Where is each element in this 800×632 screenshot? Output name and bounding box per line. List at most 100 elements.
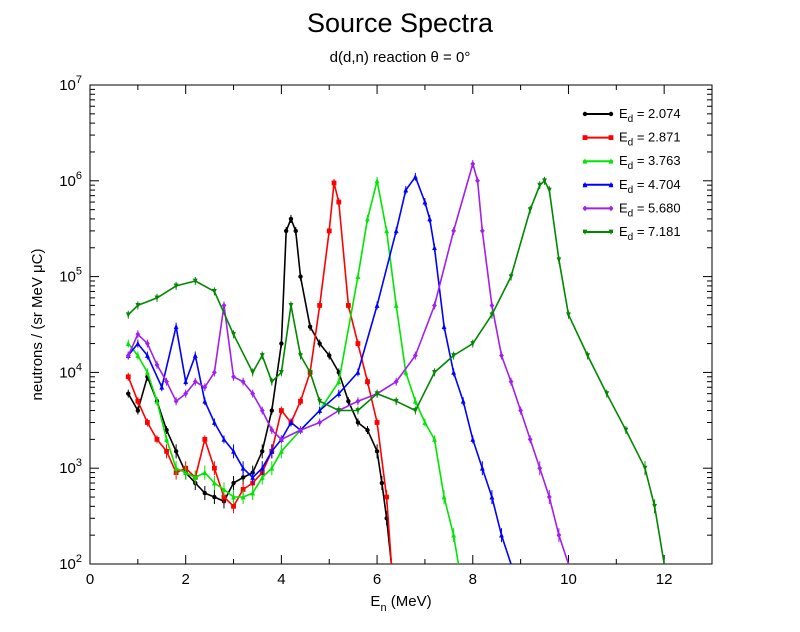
data-point (173, 449, 179, 454)
data-point (240, 487, 246, 492)
data-point (585, 353, 590, 359)
x-tick-label: 6 (373, 571, 381, 588)
data-point (346, 399, 351, 404)
data-point (542, 178, 547, 184)
data-point (159, 384, 165, 390)
data-point (479, 465, 485, 471)
chart-subtitle: d(d,n) reaction θ = 0° (330, 49, 471, 66)
data-point (393, 398, 399, 405)
data-point (374, 391, 380, 397)
data-point (221, 436, 227, 442)
data-point (582, 111, 588, 117)
data-point (623, 427, 629, 433)
data-point (432, 436, 437, 442)
data-point (250, 490, 256, 496)
data-point (582, 229, 588, 235)
data-point (451, 369, 457, 375)
data-point (173, 323, 179, 330)
axes: 0 2 4 6 8 10 12 102 103 104 105 106 107 En (MeV) neutr… (29, 74, 712, 614)
series-5 (125, 159, 570, 565)
data-point (192, 378, 198, 385)
y-tick-label: 106 (59, 170, 82, 190)
data-point (135, 352, 141, 358)
data-point (135, 331, 141, 338)
data-point (269, 408, 275, 413)
data-point (221, 494, 227, 500)
data-point (135, 398, 141, 404)
data-point (279, 341, 284, 346)
data-point (422, 419, 428, 425)
data-point (298, 427, 303, 433)
data-point (221, 302, 227, 309)
data-point (317, 419, 323, 426)
data-point (355, 398, 361, 405)
data-point (441, 323, 447, 330)
data-point (566, 312, 571, 318)
data-point (135, 340, 141, 346)
data-point (508, 378, 514, 385)
legend-label: Ed = 2.074 (619, 106, 681, 125)
series-1 (126, 214, 393, 565)
data-point (164, 448, 169, 454)
data-point (546, 187, 552, 193)
data-point (374, 449, 380, 454)
data-point (384, 494, 390, 500)
data-point (173, 283, 179, 289)
data-point (345, 303, 351, 308)
data-point (240, 494, 246, 500)
data-point (412, 173, 418, 180)
data-point (527, 436, 533, 443)
data-point (355, 369, 361, 375)
data-point (260, 449, 265, 454)
data-point (393, 378, 399, 385)
data-point (412, 408, 418, 414)
series-line (127, 163, 570, 565)
data-point (470, 436, 476, 442)
legend-label: Ed = 3.763 (619, 153, 681, 172)
data-point (269, 465, 275, 471)
data-point (317, 341, 322, 346)
data-point (327, 353, 332, 358)
data-point (489, 302, 495, 309)
data-point (240, 465, 246, 471)
data-point (183, 378, 189, 385)
data-point (269, 379, 275, 385)
data-point (403, 369, 409, 375)
data-point (432, 370, 437, 376)
data-point (154, 436, 160, 442)
data-point (231, 494, 236, 500)
data-point (231, 503, 236, 509)
data-point (336, 199, 342, 205)
data-point (231, 331, 236, 338)
data-point (202, 469, 208, 475)
data-point (231, 373, 236, 380)
data-point (355, 420, 361, 425)
data-point (582, 205, 588, 212)
data-point (432, 244, 437, 251)
series-line (127, 218, 393, 565)
x-tick-label: 0 (86, 571, 94, 588)
data-point (499, 532, 504, 538)
series-line (127, 180, 460, 565)
data-point (259, 474, 265, 480)
data-point (269, 448, 275, 454)
series-line (127, 176, 512, 565)
data-point (608, 111, 614, 117)
data-point (202, 384, 208, 391)
data-point (432, 302, 437, 309)
data-point (269, 427, 275, 433)
data-point (154, 398, 160, 404)
data-point (556, 532, 562, 539)
data-point (250, 370, 256, 376)
data-point (145, 340, 150, 347)
data-point (451, 532, 457, 538)
y-tick-label: 103 (59, 457, 82, 477)
data-point (537, 465, 543, 472)
data-point (288, 419, 294, 425)
data-point (556, 257, 562, 263)
data-point (508, 274, 514, 280)
data-point (470, 341, 476, 347)
data-point (212, 369, 217, 376)
data-point (145, 420, 150, 425)
